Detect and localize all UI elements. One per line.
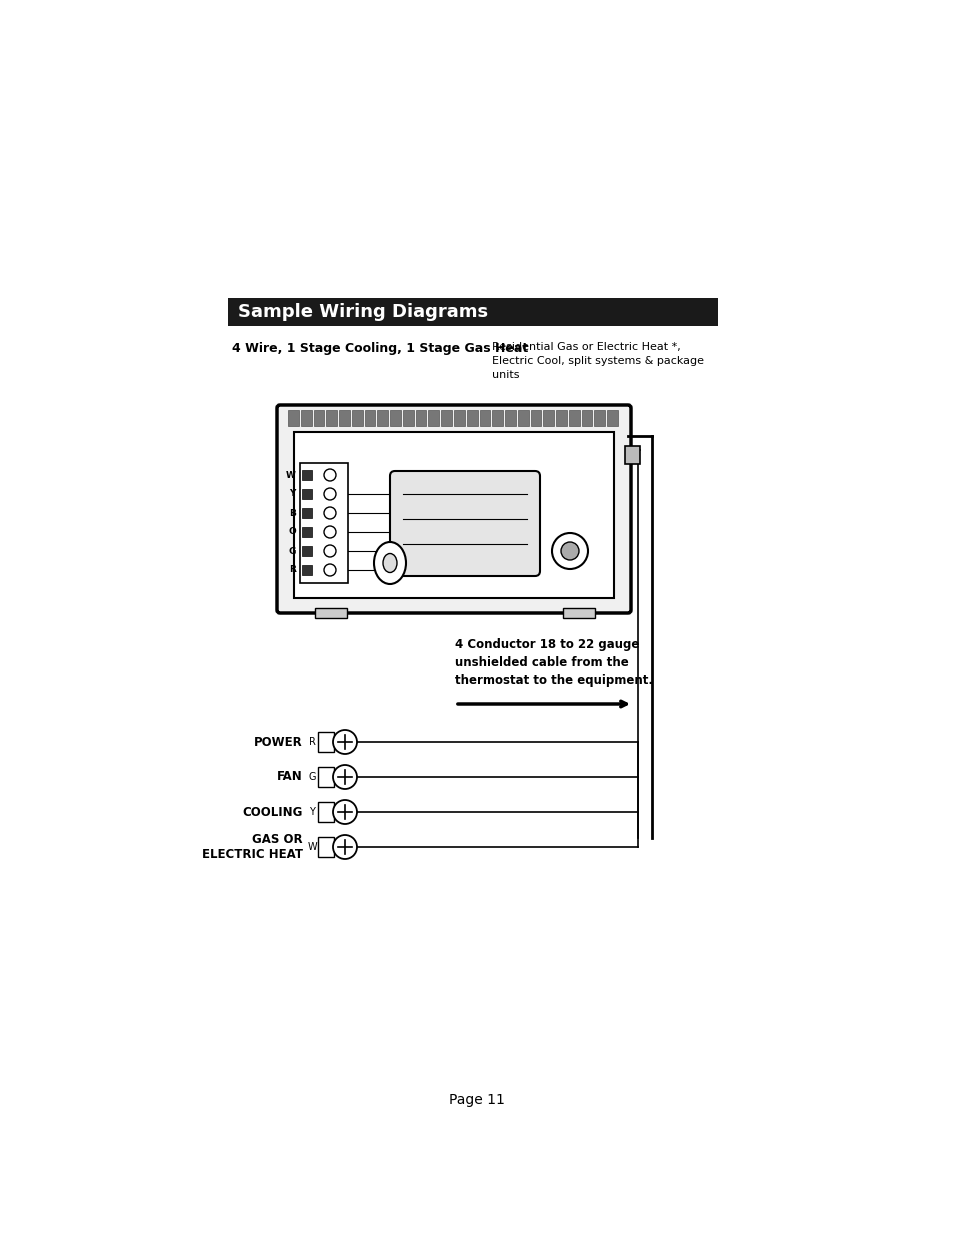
Circle shape bbox=[333, 764, 356, 789]
Circle shape bbox=[324, 469, 335, 480]
Bar bbox=[568, 410, 579, 426]
Bar bbox=[326, 410, 336, 426]
Bar bbox=[428, 410, 438, 426]
Bar bbox=[317, 732, 334, 752]
Bar bbox=[581, 410, 592, 426]
Bar bbox=[562, 608, 595, 618]
Bar bbox=[402, 410, 414, 426]
Bar bbox=[492, 410, 502, 426]
Bar bbox=[288, 410, 298, 426]
Bar bbox=[624, 446, 639, 464]
Text: Y: Y bbox=[309, 806, 314, 818]
Text: COOLING: COOLING bbox=[242, 805, 303, 819]
Text: 4 Wire, 1 Stage Cooling, 1 Stage Gas Heat: 4 Wire, 1 Stage Cooling, 1 Stage Gas Hea… bbox=[232, 342, 528, 354]
Text: Y: Y bbox=[290, 489, 295, 499]
Bar bbox=[317, 837, 334, 857]
FancyBboxPatch shape bbox=[276, 405, 630, 613]
Bar bbox=[317, 767, 334, 787]
Bar bbox=[530, 410, 540, 426]
Bar bbox=[338, 410, 350, 426]
Circle shape bbox=[552, 534, 587, 569]
FancyBboxPatch shape bbox=[390, 471, 539, 576]
Bar bbox=[314, 410, 324, 426]
Text: POWER: POWER bbox=[254, 736, 303, 748]
Bar bbox=[302, 527, 312, 537]
Bar bbox=[517, 410, 528, 426]
Text: G: G bbox=[289, 547, 295, 556]
Text: B: B bbox=[289, 509, 295, 517]
Bar bbox=[228, 298, 718, 326]
Circle shape bbox=[560, 542, 578, 559]
Text: Sample Wiring Diagrams: Sample Wiring Diagrams bbox=[237, 303, 488, 321]
Bar bbox=[302, 546, 312, 556]
Bar bbox=[607, 410, 618, 426]
Ellipse shape bbox=[382, 553, 396, 573]
Bar bbox=[302, 489, 312, 499]
Circle shape bbox=[324, 545, 335, 557]
Text: Page 11: Page 11 bbox=[449, 1093, 504, 1107]
Bar bbox=[294, 432, 614, 598]
Text: W: W bbox=[307, 842, 316, 852]
Bar bbox=[454, 410, 464, 426]
Bar bbox=[314, 608, 347, 618]
Bar bbox=[299, 463, 348, 583]
Bar bbox=[300, 410, 312, 426]
Bar bbox=[364, 410, 375, 426]
Ellipse shape bbox=[374, 542, 406, 584]
Text: O: O bbox=[288, 527, 295, 536]
Bar bbox=[556, 410, 566, 426]
Circle shape bbox=[333, 730, 356, 755]
Bar bbox=[302, 564, 312, 576]
Bar bbox=[302, 471, 312, 480]
Circle shape bbox=[324, 526, 335, 538]
Bar bbox=[416, 410, 426, 426]
Bar bbox=[594, 410, 604, 426]
Bar bbox=[302, 508, 312, 517]
Circle shape bbox=[324, 564, 335, 576]
Bar bbox=[390, 410, 400, 426]
Text: G: G bbox=[308, 772, 315, 782]
Circle shape bbox=[324, 488, 335, 500]
Bar bbox=[317, 802, 334, 823]
Text: 4 Conductor 18 to 22 gauge
unshielded cable from the
thermostat to the equipment: 4 Conductor 18 to 22 gauge unshielded ca… bbox=[455, 638, 652, 687]
Circle shape bbox=[333, 800, 356, 824]
Bar bbox=[504, 410, 516, 426]
Text: R: R bbox=[308, 737, 315, 747]
Text: FAN: FAN bbox=[277, 771, 303, 783]
Text: Residential Gas or Electric Heat *,
Electric Cool, split systems & package
units: Residential Gas or Electric Heat *, Elec… bbox=[492, 342, 703, 380]
Bar bbox=[466, 410, 477, 426]
Bar bbox=[377, 410, 388, 426]
Bar bbox=[479, 410, 490, 426]
Bar bbox=[352, 410, 362, 426]
Circle shape bbox=[333, 835, 356, 860]
Bar bbox=[441, 410, 452, 426]
Text: R: R bbox=[289, 566, 295, 574]
Text: GAS OR
ELECTRIC HEAT: GAS OR ELECTRIC HEAT bbox=[202, 832, 303, 861]
Circle shape bbox=[324, 508, 335, 519]
Text: W: W bbox=[286, 471, 295, 479]
Bar bbox=[543, 410, 554, 426]
